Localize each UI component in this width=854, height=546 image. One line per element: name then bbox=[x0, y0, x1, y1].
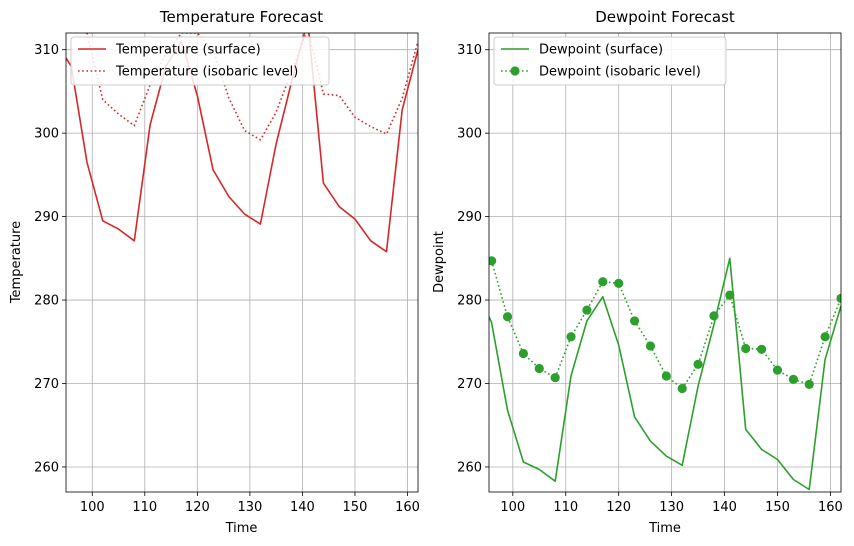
dewpoint-data-point bbox=[566, 332, 576, 342]
temperature-x-tick-label: 100 bbox=[80, 500, 105, 515]
temperature-y-tick-label: 290 bbox=[34, 210, 59, 225]
temperature-legend-label: Temperature (surface) bbox=[115, 43, 261, 58]
temperature-axes-frame bbox=[65, 32, 419, 493]
dewpoint-y-tick-label: 310 bbox=[457, 43, 482, 58]
dewpoint-y-tick-label: 300 bbox=[457, 127, 482, 142]
temperature-legend-box bbox=[70, 36, 330, 86]
dewpoint-chart-title: Dewpoint Forecast bbox=[595, 8, 735, 26]
temperature-y-tick-label: 260 bbox=[34, 460, 59, 475]
dewpoint-data-point bbox=[709, 311, 719, 321]
temperature-x-tick-label: 140 bbox=[290, 500, 315, 515]
dewpoint-y-tick-label: 270 bbox=[457, 377, 482, 392]
dewpoint-data-point bbox=[677, 383, 687, 394]
dewpoint-x-axis-label: Time bbox=[648, 521, 681, 536]
temperature-y-axis-label: Temperature bbox=[9, 221, 24, 304]
temperature-y-tick-label: 280 bbox=[34, 294, 59, 309]
dewpoint-data-point bbox=[820, 332, 830, 342]
dewpoint-data-point bbox=[550, 373, 560, 383]
dewpoint-data-point bbox=[772, 365, 783, 375]
dewpoint-data-point bbox=[693, 359, 703, 369]
temperature-panel: Temperature Forecast Time Temperature 10… bbox=[9, 8, 420, 536]
dewpoint-y-tick-label: 290 bbox=[457, 210, 482, 225]
temperature-x-tick-label: 150 bbox=[343, 500, 368, 515]
dewpoint-legend-marker bbox=[510, 66, 520, 76]
dewpoint-series-surface-line bbox=[489, 257, 841, 491]
dewpoint-data-point bbox=[502, 312, 513, 322]
dewpoint-axes-frame bbox=[488, 32, 842, 493]
dewpoint-series-group bbox=[489, 256, 841, 491]
dewpoint-data-point bbox=[598, 277, 608, 287]
dewpoint-x-tick-label: 160 bbox=[818, 500, 843, 515]
dewpoint-data-point bbox=[582, 305, 592, 315]
dewpoint-x-tick-label: 150 bbox=[765, 500, 790, 515]
temperature-x-tick-label: 120 bbox=[185, 500, 210, 515]
dewpoint-data-point bbox=[614, 278, 624, 288]
dewpoint-legend-label: Dewpoint (isobaric level) bbox=[539, 65, 701, 80]
temperature-x-tick-label: 130 bbox=[237, 500, 262, 515]
dewpoint-data-point bbox=[788, 374, 798, 384]
dewpoint-x-tick-label: 100 bbox=[500, 500, 525, 515]
temperature-chart-title: Temperature Forecast bbox=[159, 8, 323, 26]
temperature-legend-label: Temperature (isobaric level) bbox=[115, 65, 298, 80]
temperature-series-group bbox=[66, 33, 418, 253]
dewpoint-x-tick-label: 140 bbox=[712, 500, 737, 515]
dewpoint-data-point bbox=[534, 363, 544, 374]
dewpoint-y-tick-label: 280 bbox=[457, 294, 482, 309]
temperature-x-tick-label: 110 bbox=[132, 500, 157, 515]
dewpoint-x-tick-label: 110 bbox=[553, 500, 578, 515]
temperature-y-tick-label: 270 bbox=[34, 377, 59, 392]
temperature-y-tick-label: 300 bbox=[34, 127, 59, 142]
dewpoint-legend-label: Dewpoint (surface) bbox=[539, 43, 663, 58]
temperature-series-surface-line bbox=[66, 33, 418, 253]
dewpoint-data-point bbox=[836, 293, 841, 303]
dewpoint-x-tick-label: 120 bbox=[606, 500, 631, 515]
dewpoint-data-point bbox=[518, 348, 529, 359]
temperature-x-tick-label: 160 bbox=[395, 500, 420, 515]
dewpoint-data-point bbox=[804, 379, 814, 389]
temperature-x-axis-label: Time bbox=[225, 521, 258, 536]
dewpoint-data-point bbox=[645, 341, 656, 351]
dewpoint-data-point bbox=[629, 316, 640, 326]
dewpoint-y-axis-label: Dewpoint bbox=[432, 231, 447, 293]
dewpoint-data-point bbox=[757, 344, 767, 354]
dewpoint-x-tick-label: 130 bbox=[659, 500, 684, 515]
temperature-y-tick-label: 310 bbox=[34, 43, 59, 58]
dewpoint-data-point bbox=[489, 256, 497, 266]
dewpoint-panel: Dewpoint Forecast Time Dewpoint 100 110 12… bbox=[432, 8, 843, 536]
dewpoint-legend-box bbox=[493, 36, 727, 86]
dewpoint-y-tick-label: 260 bbox=[457, 460, 482, 475]
dewpoint-series-isobaric-line bbox=[490, 260, 841, 390]
dewpoint-data-point bbox=[741, 343, 751, 354]
dewpoint-data-point bbox=[661, 371, 671, 381]
dewpoint-data-point bbox=[725, 290, 735, 300]
